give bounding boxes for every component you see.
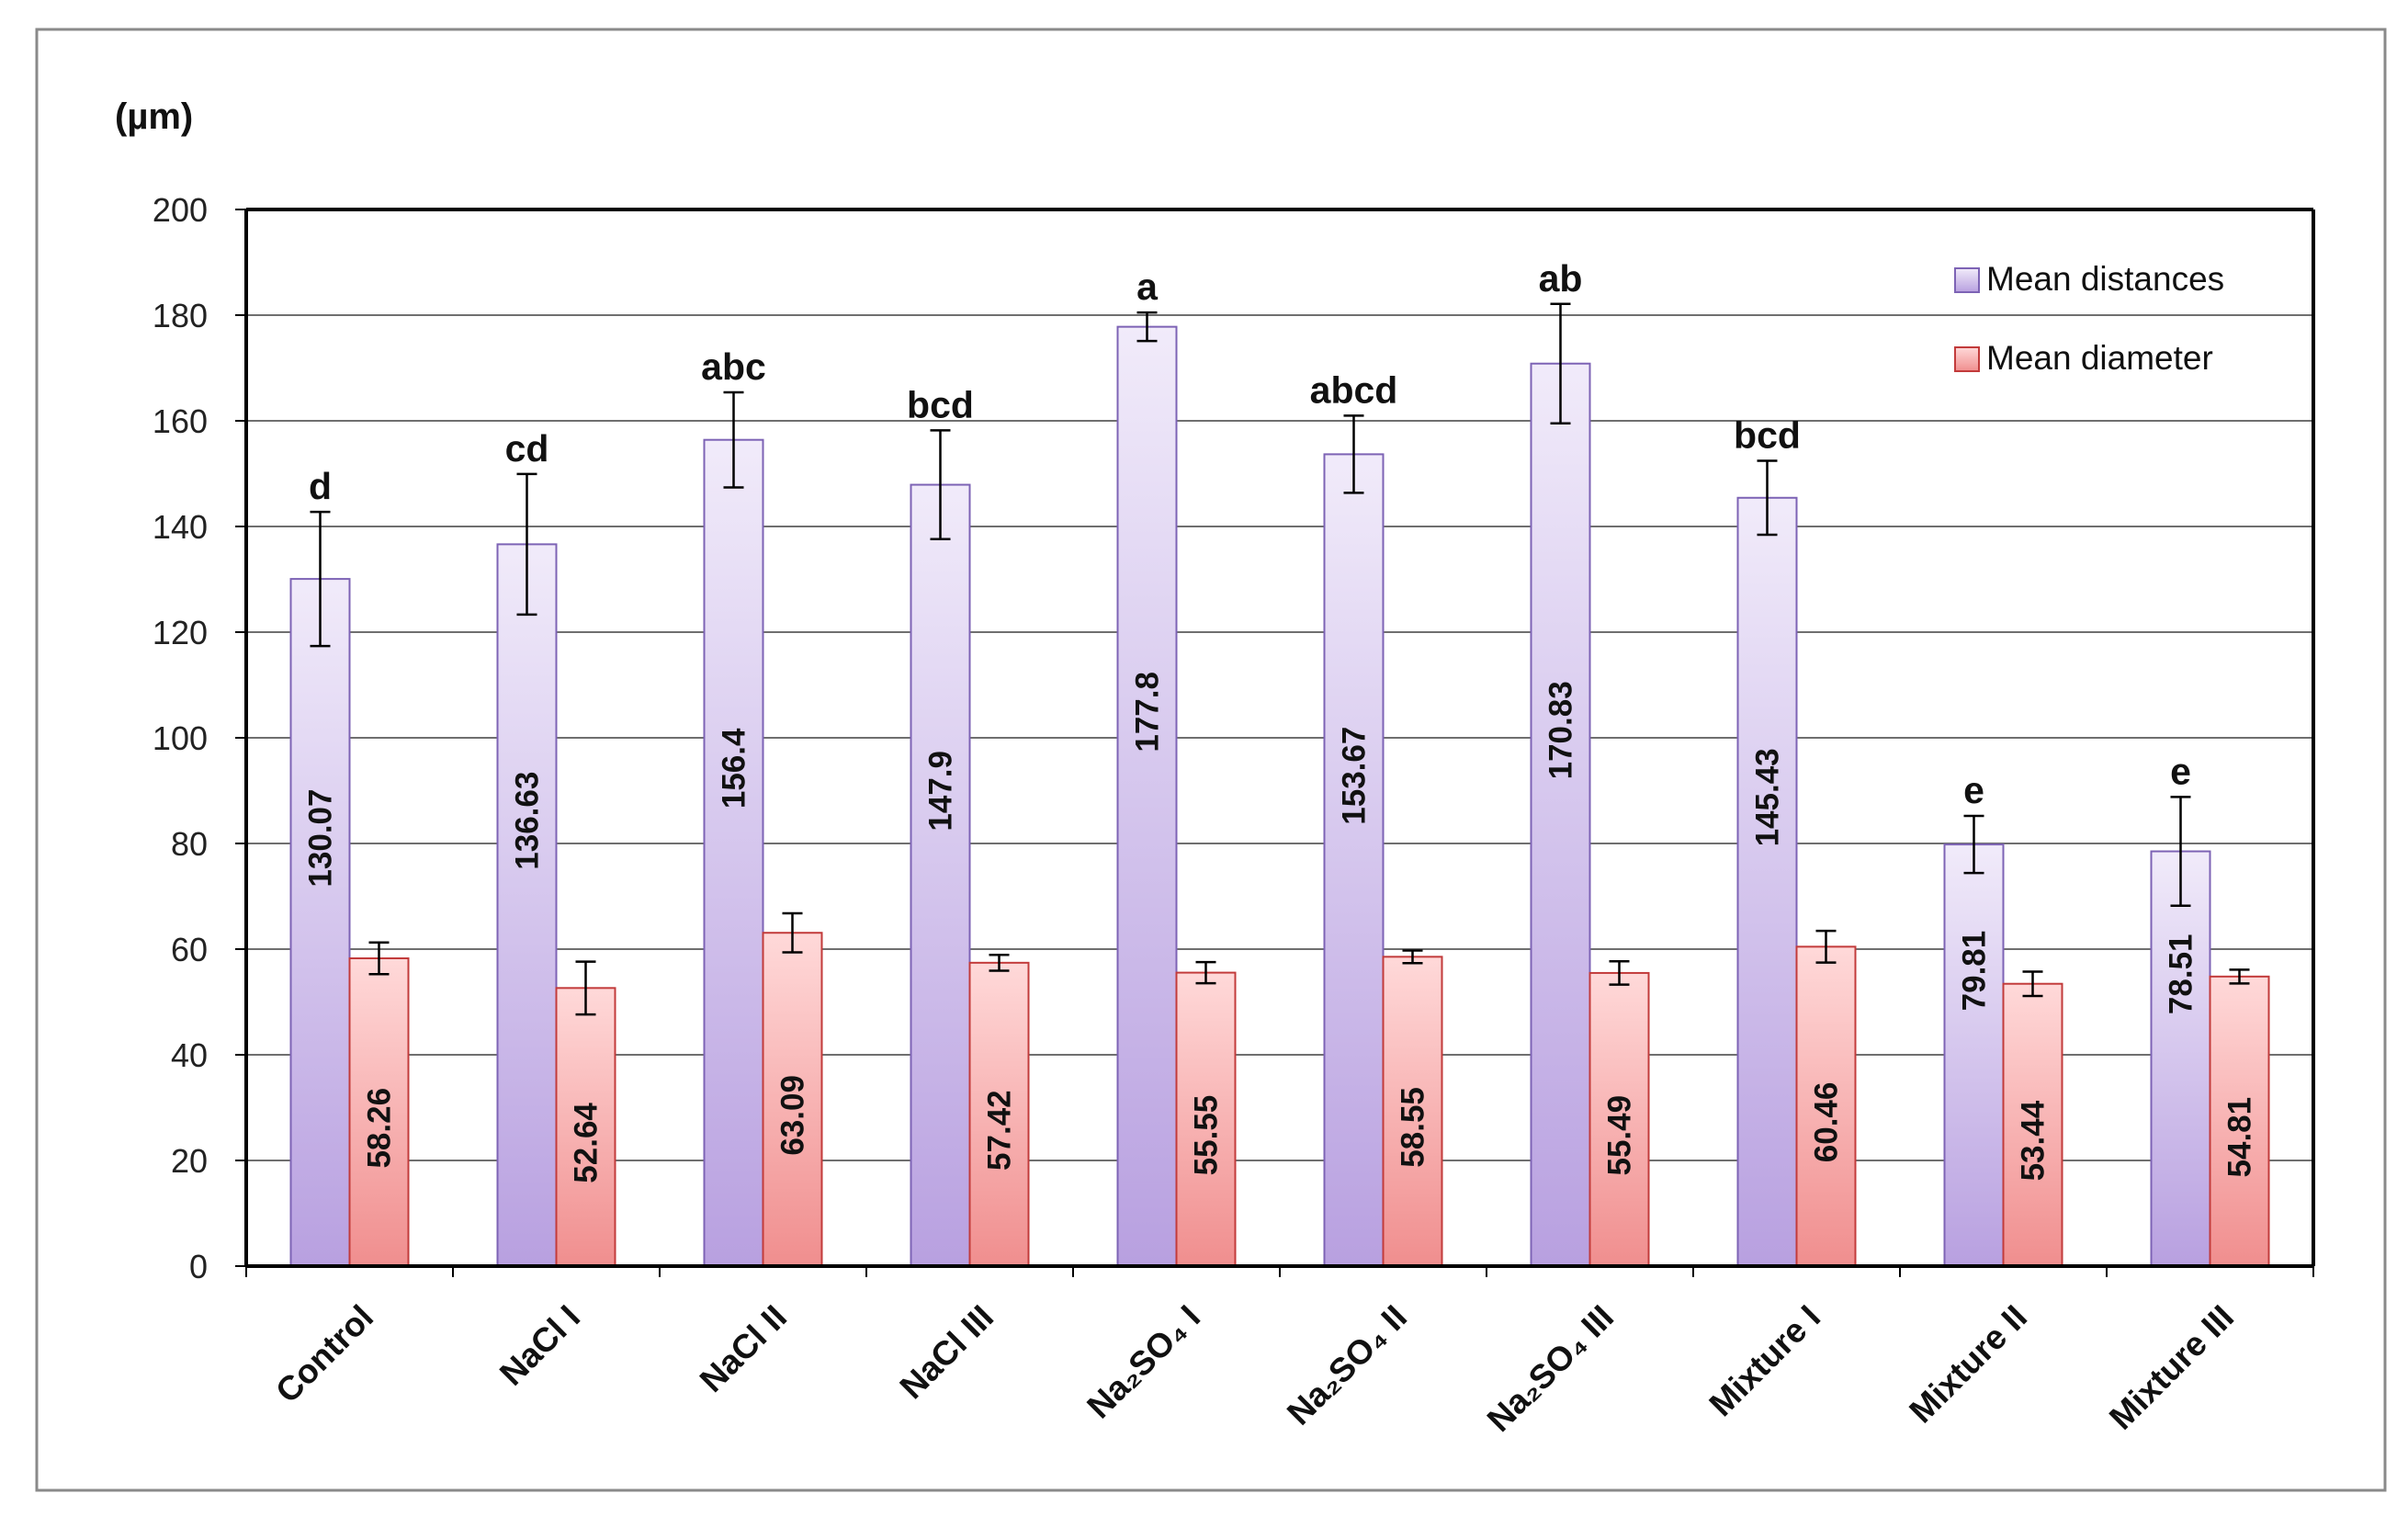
y-tick-label: 80 xyxy=(171,825,208,863)
significance-letter: bcd xyxy=(1734,414,1801,457)
significance-letter: cd xyxy=(505,427,549,470)
bar-mean-diameter xyxy=(1382,956,1443,1268)
significance-letter: e xyxy=(1963,769,1984,811)
data-label-mean-distances: 147.9 xyxy=(923,751,959,832)
bar-mean-distances xyxy=(2150,850,2211,1267)
data-label-mean-distances: 130.07 xyxy=(303,789,339,888)
data-label-mean-diameter: 58.26 xyxy=(362,1088,398,1169)
bar-mean-distances xyxy=(289,578,351,1267)
bar-mean-distances xyxy=(1323,453,1385,1267)
bar-mean-diameter xyxy=(2002,982,2063,1267)
significance-letter: ab xyxy=(1539,257,1583,300)
legend-label-mean-distances: Mean distances xyxy=(1986,260,2224,298)
plot-area: 020406080100120140160180200d130.0758.26C… xyxy=(153,191,2315,1439)
y-axis-unit-label: (µm) xyxy=(115,96,193,137)
bar-mean-distances xyxy=(1736,496,1798,1267)
data-label-mean-distances: 78.51 xyxy=(2164,934,2199,1014)
significance-letter: abcd xyxy=(1310,368,1398,411)
significance-letter: a xyxy=(1136,266,1159,308)
bar-mean-distances xyxy=(1943,843,2005,1268)
y-tick-label: 0 xyxy=(189,1248,208,1285)
data-label-mean-distances: 153.67 xyxy=(1337,727,1373,825)
bar-mean-diameter xyxy=(1588,971,1650,1267)
y-tick-label: 160 xyxy=(153,402,208,440)
bar-mean-diameter xyxy=(1175,971,1237,1268)
y-tick-label: 200 xyxy=(153,191,208,229)
y-tick-label: 20 xyxy=(171,1142,208,1180)
y-tick-label: 60 xyxy=(171,931,208,968)
bar-mean-diameter xyxy=(762,932,823,1267)
y-tick-label: 120 xyxy=(153,614,208,651)
bar-mean-distances xyxy=(910,483,971,1267)
data-label-mean-distances: 136.63 xyxy=(510,772,546,870)
data-label-mean-distances: 79.81 xyxy=(1957,931,1993,1012)
chart-legend: Mean distances Mean diameter xyxy=(1954,260,2224,377)
data-label-mean-diameter: 55.55 xyxy=(1189,1095,1225,1176)
legend-swatch-mean-distances xyxy=(1954,267,1980,293)
bar-mean-distances xyxy=(496,543,558,1267)
y-tick-label: 100 xyxy=(153,719,208,757)
data-label-mean-diameter: 60.46 xyxy=(1809,1082,1845,1163)
data-label-mean-diameter: 63.09 xyxy=(775,1075,811,1156)
significance-letter: bcd xyxy=(907,383,974,425)
legend-swatch-mean-diameter xyxy=(1954,346,1980,372)
y-tick-label: 140 xyxy=(153,508,208,546)
data-label-mean-diameter: 54.81 xyxy=(2222,1097,2258,1178)
data-label-mean-distances: 156.4 xyxy=(717,728,752,809)
y-tick-label: 180 xyxy=(153,297,208,334)
significance-letter: d xyxy=(309,465,332,507)
bar-mean-distances xyxy=(703,438,764,1267)
bar-mean-distances xyxy=(1530,362,1591,1268)
data-label-mean-distances: 145.43 xyxy=(1750,748,1786,846)
significance-letter: abc xyxy=(701,345,766,388)
significance-letter: e xyxy=(2170,750,2191,792)
data-label-mean-diameter: 57.42 xyxy=(982,1090,1018,1171)
data-label-mean-diameter: 52.64 xyxy=(569,1103,605,1183)
data-label-mean-diameter: 58.55 xyxy=(1396,1087,1431,1168)
data-label-mean-diameter: 55.49 xyxy=(1602,1095,1638,1176)
data-label-mean-distances: 177.8 xyxy=(1130,672,1166,753)
y-tick-label: 40 xyxy=(171,1036,208,1074)
legend-label-mean-diameter: Mean diameter xyxy=(1986,339,2213,377)
data-label-mean-distances: 170.83 xyxy=(1543,681,1579,779)
data-label-mean-diameter: 53.44 xyxy=(2016,1100,2052,1181)
bar-mean-distances xyxy=(1116,325,1178,1267)
bar-mean-diameter xyxy=(348,957,410,1267)
bar-mean-diameter xyxy=(1795,945,1857,1267)
